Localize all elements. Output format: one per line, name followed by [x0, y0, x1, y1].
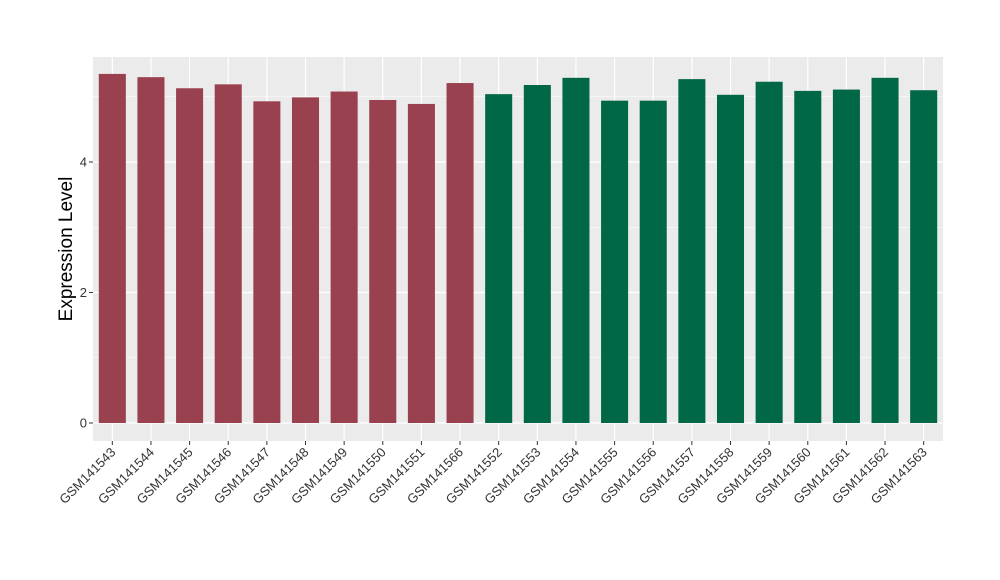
bar-GSM141554 [562, 77, 590, 423]
bar-GSM141559 [755, 81, 783, 424]
y-tick-label: 0 [80, 416, 87, 431]
bar-GSM141555 [601, 100, 629, 423]
bar-GSM141558 [716, 94, 745, 423]
bar-GSM141556 [639, 100, 667, 423]
bar-GSM141546 [214, 84, 242, 423]
bar-GSM141553 [523, 85, 551, 423]
y-tick-label: 2 [80, 285, 87, 300]
bar-GSM141560 [794, 90, 822, 423]
bar-GSM141545 [176, 88, 204, 423]
bar-GSM141563 [910, 90, 938, 423]
bar-GSM141550 [369, 100, 397, 423]
bar-GSM141548 [291, 97, 320, 423]
x-axis-ticks: GSM141543GSM141544GSM141545GSM141546GSM1… [56, 441, 930, 507]
bar-GSM141552 [485, 94, 513, 423]
bar-GSM141566 [446, 83, 474, 424]
bar-GSM141557 [678, 79, 706, 423]
bar-GSM141543 [98, 73, 126, 423]
bar-GSM141549 [330, 91, 358, 423]
y-tick-label: 4 [80, 155, 87, 170]
y-axis-ticks: 0 2 4 [80, 155, 93, 431]
bar-GSM141561 [832, 89, 860, 423]
bar-GSM141562 [871, 77, 899, 423]
bar-GSM141547 [253, 101, 281, 423]
bar-GSM141544 [137, 77, 165, 424]
bars [98, 73, 938, 424]
bar-GSM141551 [407, 103, 435, 424]
y-axis-title: Expression Level [56, 177, 77, 322]
